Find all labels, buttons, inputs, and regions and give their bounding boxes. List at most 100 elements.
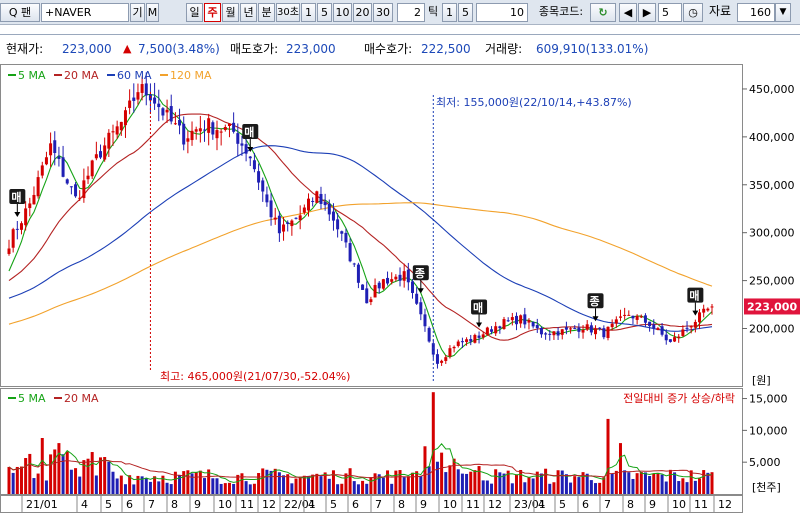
volume-bar [99, 457, 102, 494]
volume-bar [669, 470, 672, 494]
volume-bar [236, 475, 239, 494]
volume-bar [557, 470, 560, 494]
volume-bar [465, 474, 468, 494]
candle-body [340, 231, 343, 233]
volume-bar [199, 471, 202, 494]
volume-bar [357, 484, 360, 494]
candle-body [357, 265, 360, 283]
candle-body [70, 186, 73, 187]
volume-bar [511, 483, 514, 494]
legend-label: 120 MA [170, 69, 212, 82]
candle-body [178, 120, 181, 126]
candle-body [290, 221, 293, 227]
volume-bar [191, 473, 194, 494]
candle-body [224, 127, 227, 130]
candle-body [344, 233, 347, 243]
x-tick-label: 11 [240, 498, 254, 511]
candle-body [374, 285, 377, 297]
volume-bar [62, 454, 65, 494]
candle-body [303, 208, 306, 213]
x-tick-label: 9 [420, 498, 427, 511]
volume-bar [20, 467, 23, 494]
volume-bar [386, 470, 389, 494]
candle-body [199, 128, 202, 131]
candle-body [257, 171, 260, 182]
x-tick-label: 7 [148, 498, 155, 511]
candle-body [195, 129, 198, 131]
volume-bar [365, 484, 368, 494]
candle-body [494, 326, 497, 333]
x-tick-label: 12 [262, 498, 276, 511]
volume-tick-label: 5,000 [749, 456, 781, 469]
signal-marker-label: 종 [590, 295, 600, 308]
candle-body [661, 326, 664, 334]
candle-body [411, 281, 414, 293]
candle-body [166, 110, 169, 113]
candle-body [461, 341, 464, 342]
price-tick-label: 400,000 [749, 131, 795, 144]
volume-bar [349, 468, 352, 494]
volume-bar [228, 483, 231, 494]
candle-body [611, 324, 614, 327]
volume-bar [369, 477, 372, 494]
volume-bar [706, 473, 709, 494]
volume-bar [561, 471, 564, 494]
price-tick-label: 450,000 [749, 83, 795, 96]
candle-body [415, 294, 418, 304]
x-tick-label: 4 [538, 498, 545, 511]
candle-body [586, 324, 589, 329]
candle-body [640, 316, 643, 317]
candle-body [482, 334, 485, 337]
x-tick-label: 21/01 [26, 498, 58, 511]
candle-body [174, 123, 177, 124]
candle-body [515, 316, 518, 324]
volume-bar [636, 473, 639, 494]
candle-body [394, 277, 397, 280]
candle-body [261, 180, 264, 191]
volume-bar [311, 475, 314, 494]
high-annotation: 최고: 465,000원(21/07/30,-52.04%) [160, 370, 350, 383]
candle-body [66, 179, 69, 183]
volume-bar [344, 473, 347, 494]
candle-body [191, 131, 194, 140]
volume-bar [590, 480, 593, 494]
candle-body [299, 215, 302, 220]
volume-bar [619, 443, 622, 494]
volume-bar [295, 479, 298, 494]
x-tick-label: 11 [694, 498, 708, 511]
candle-body [111, 131, 114, 132]
price-panel-frame [1, 65, 743, 387]
volume-bar [415, 471, 418, 494]
volume-bar [111, 472, 114, 494]
x-tick-label: 10 [443, 498, 457, 511]
x-tick-label: 6 [582, 498, 589, 511]
candle-body [78, 198, 81, 199]
candle-body [440, 361, 443, 363]
volume-bar [24, 458, 27, 494]
candle-body [311, 201, 314, 202]
candle-body [631, 316, 634, 319]
volume-bar [41, 438, 44, 494]
volume-bar [157, 481, 160, 494]
volume-bar [473, 470, 476, 494]
x-tick-label: 5 [330, 498, 337, 511]
volume-bar [328, 479, 331, 494]
candle-body [399, 275, 402, 281]
candle-body [37, 177, 40, 196]
candle-body [41, 165, 44, 175]
volume-bar [220, 484, 223, 494]
candle-body [170, 106, 173, 121]
price-tick-label: 300,000 [749, 227, 795, 240]
candle-body [211, 122, 214, 134]
candle-body [490, 329, 493, 332]
volume-bar [120, 476, 123, 494]
x-tick-label: 4 [81, 498, 88, 511]
volume-bar [698, 478, 701, 494]
volume-bar [690, 470, 693, 494]
volume-bar [232, 484, 235, 494]
volume-bar [677, 481, 680, 494]
candle-body [232, 123, 235, 132]
candle-body [132, 98, 135, 101]
candle-body [428, 328, 431, 341]
volume-bar [336, 484, 339, 494]
